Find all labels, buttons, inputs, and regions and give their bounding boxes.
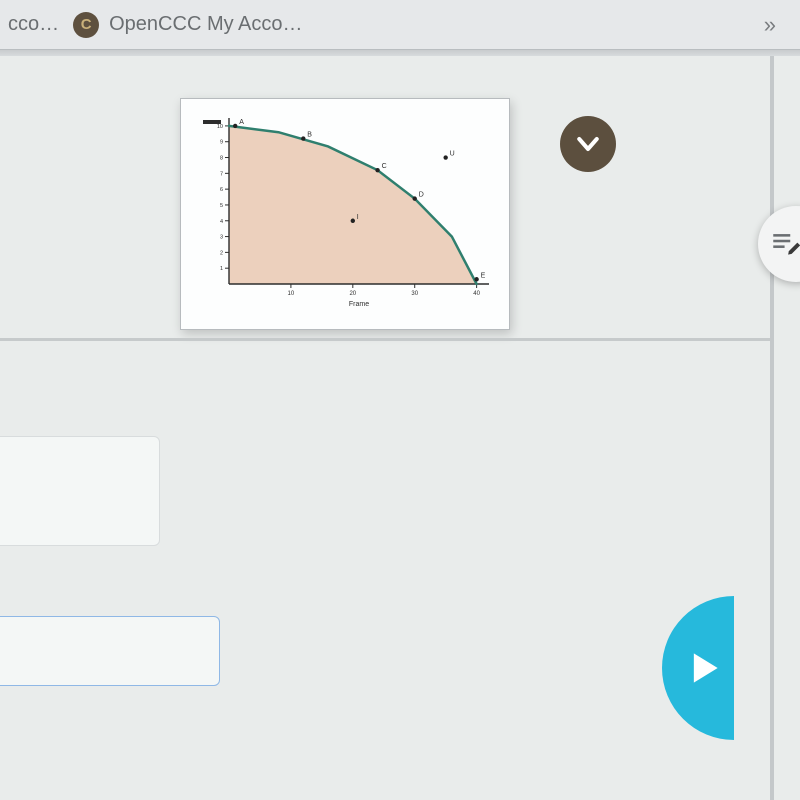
svg-text:C: C	[382, 163, 387, 170]
svg-text:20: 20	[349, 291, 356, 297]
favicon-openccc-icon: C	[73, 12, 99, 38]
svg-text:30: 30	[411, 291, 418, 297]
svg-text:2: 2	[220, 250, 223, 256]
browser-tabbar: cco… C OpenCCC My Acco… »	[0, 0, 800, 50]
svg-text:8: 8	[220, 156, 223, 162]
svg-text:9: 9	[220, 140, 223, 146]
svg-text:D: D	[419, 192, 424, 199]
svg-text:10: 10	[217, 124, 223, 130]
svg-text:40: 40	[473, 291, 480, 297]
svg-text:Frame: Frame	[349, 301, 369, 308]
ppf-chart: 1 2 3 4 5 6 7 8 9 10 10 20 30 40 Frame A B C D E I U	[195, 109, 495, 311]
answer-box-2[interactable]	[0, 616, 220, 686]
edit-note-icon	[769, 227, 800, 261]
svg-text:4: 4	[220, 219, 223, 225]
svg-text:E: E	[481, 272, 486, 279]
svg-text:5: 5	[220, 203, 223, 209]
svg-text:U: U	[450, 151, 455, 158]
tab-openccc-label: OpenCCC My Acco…	[109, 13, 302, 36]
svg-text:7: 7	[220, 171, 223, 177]
edit-button[interactable]	[758, 206, 800, 282]
svg-text:3: 3	[220, 235, 223, 241]
tab-fragment-left[interactable]: cco…	[8, 13, 59, 36]
svg-text:6: 6	[220, 187, 223, 193]
answer-box-1[interactable]	[0, 436, 160, 546]
content-divider	[0, 338, 770, 341]
right-gutter	[770, 56, 774, 800]
svg-text:10: 10	[288, 291, 295, 297]
ppf-chart-card: 1 2 3 4 5 6 7 8 9 10 10 20 30 40 Frame A B C D E I U	[180, 98, 510, 330]
content-surface: 1 2 3 4 5 6 7 8 9 10 10 20 30 40 Frame A B C D E I U	[0, 56, 800, 800]
tabs-overflow-icon[interactable]: »	[764, 12, 792, 38]
tab-fragment-label: cco…	[8, 13, 59, 36]
play-icon	[681, 646, 725, 690]
tab-openccc[interactable]: C OpenCCC My Acco…	[73, 12, 302, 38]
play-button[interactable]	[662, 596, 800, 740]
svg-text:B: B	[307, 132, 312, 139]
svg-text:I: I	[357, 214, 359, 221]
chevron-down-icon	[573, 129, 603, 159]
svg-text:1: 1	[220, 266, 223, 272]
svg-text:A: A	[239, 119, 244, 126]
collapse-button[interactable]	[560, 116, 616, 172]
